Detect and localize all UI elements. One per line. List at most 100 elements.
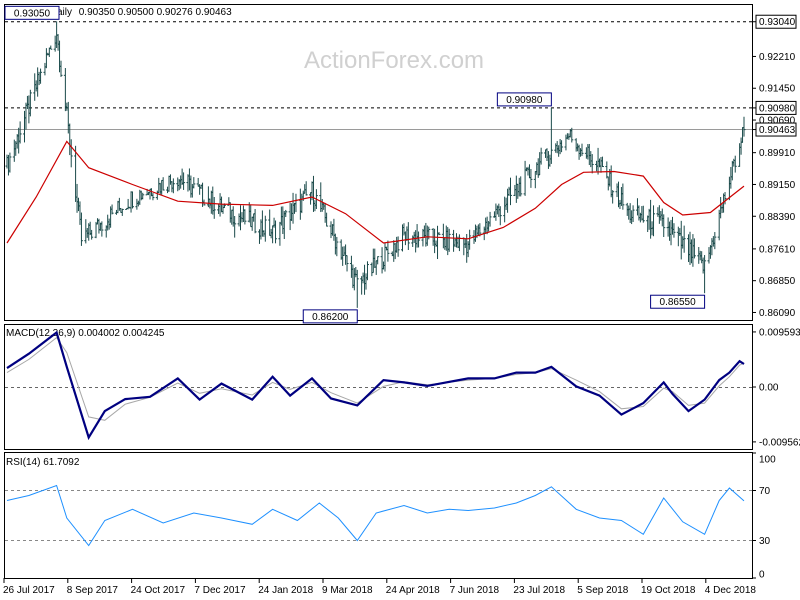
- price-bar: [120, 208, 124, 216]
- price-bar: [621, 183, 625, 210]
- price-bar: [243, 209, 247, 225]
- price-bar: [560, 140, 564, 153]
- macd-title: MACD(12,26,9) 0.004002 0.004245: [6, 328, 165, 339]
- moving-average-line: [6, 140, 745, 244]
- price-axis-label: 0.93040: [759, 17, 796, 28]
- price-bar: [488, 211, 492, 227]
- price-panel-frame: [4, 4, 753, 321]
- price-bar: [376, 256, 380, 265]
- price-axis-label: 0.89150: [759, 180, 796, 191]
- date-axis-label: 5 Sep 2018: [577, 585, 629, 596]
- price-bar: [110, 204, 114, 215]
- price-bar: [478, 223, 482, 237]
- price-axis-box: [755, 122, 797, 137]
- price-bar: [28, 89, 32, 117]
- price-axis-label: 0.90980: [759, 103, 796, 114]
- macd-line: [6, 330, 745, 441]
- level-label-box: [302, 309, 358, 324]
- price-bar: [539, 147, 543, 165]
- price-bar: [570, 127, 574, 143]
- level-label: 0.90980: [506, 95, 543, 106]
- price-bar: [151, 193, 155, 201]
- price-bar: [406, 222, 410, 251]
- price-axis-label: 0.86090: [759, 308, 796, 319]
- date-axis-label: 7 Dec 2017: [194, 585, 246, 596]
- date-axis-label: 24 Jan 2018: [258, 585, 313, 596]
- level-annotations: 0.93050 0.86200 0.90980 0.86550: [4, 5, 706, 324]
- price-bar: [672, 223, 676, 238]
- price-bar: [611, 190, 615, 204]
- price-axis-label: 0.89910: [759, 148, 796, 159]
- price-bar: [355, 269, 359, 308]
- price-bar: [79, 212, 83, 246]
- price-axis-label: 0.88390: [759, 212, 796, 223]
- price-bar: [386, 240, 390, 262]
- macd-axis-label: -0.009562: [759, 437, 800, 448]
- price-axis-box: [755, 14, 797, 29]
- price-bar: [742, 116, 746, 137]
- price-axis-label: 0.86850: [759, 276, 796, 287]
- price-bar: [631, 205, 635, 222]
- price-bar: [468, 229, 472, 250]
- price-bar: [8, 152, 12, 173]
- price-bar: [600, 156, 604, 168]
- date-axis-label: 24 Apr 2018: [386, 585, 440, 596]
- price-bar: [692, 238, 696, 259]
- level-label: 0.93050: [14, 8, 51, 19]
- date-axis-label: 23 Jul 2018: [513, 585, 565, 596]
- rsi-reference-lines: [5, 490, 752, 541]
- price-bar: [580, 143, 584, 156]
- price-bar: [263, 215, 267, 242]
- reference-lines: [5, 21, 752, 131]
- price-axis-box: [755, 100, 797, 115]
- price-bar: [508, 177, 512, 206]
- macd-axis-label: 0.009593: [759, 327, 800, 338]
- price-bar: [253, 209, 257, 234]
- rsi-axis-label: 30: [759, 536, 771, 547]
- price-bar: [39, 68, 43, 84]
- rsi-axis: 100 70 30 0: [759, 455, 776, 581]
- price-bar: [335, 236, 339, 257]
- price-bar: [682, 225, 686, 253]
- level-label: 0.86200: [312, 312, 349, 323]
- price-bar: [703, 255, 707, 294]
- price-bar: [447, 228, 451, 252]
- price-axis-label: 0.92210: [759, 52, 796, 63]
- date-axis-label: 19 Oct 2018: [641, 585, 696, 596]
- price-bar: [212, 196, 216, 219]
- axis-ticks: [752, 21, 756, 579]
- price-bar: [284, 209, 288, 218]
- price-bar: [345, 255, 349, 272]
- level-label: 0.86550: [660, 297, 697, 308]
- rsi-line: [6, 484, 745, 547]
- date-axis: 26 Jul 2017 8 Sep 2017 24 Oct 2017 7 Dec 20…: [3, 578, 756, 596]
- price-bar: [396, 236, 400, 257]
- price-axis-label: 0.91450: [759, 84, 796, 95]
- price-bar: [723, 192, 727, 205]
- price-bar: [49, 45, 53, 50]
- price-bar: [325, 212, 329, 227]
- date-axis-label: 26 Jul 2017: [3, 585, 55, 596]
- price-axis-label: 0.90690: [759, 116, 796, 127]
- price-axis-label: 0.90463: [759, 125, 796, 136]
- price-axis-label: 0.87610: [759, 244, 796, 255]
- level-label-box: [4, 5, 60, 20]
- price-bar: [192, 177, 196, 189]
- price-bar: [519, 176, 523, 197]
- price-bar: [90, 229, 94, 240]
- price-bar: [549, 107, 553, 164]
- level-label-box: [650, 294, 706, 309]
- rsi-axis-label: 0: [759, 570, 765, 581]
- price-bar: [182, 172, 186, 190]
- price-bar: [590, 154, 594, 174]
- date-axis-label: 24 Oct 2017: [131, 585, 186, 596]
- date-axis-label: 7 Jun 2018: [450, 585, 500, 596]
- price-bar: [304, 181, 308, 196]
- rsi-axis-label: 70: [759, 486, 771, 497]
- macd-axis: 0.009593 0.00 -0.009562: [759, 327, 800, 448]
- price-bar: [733, 155, 737, 173]
- price-bar: [59, 60, 63, 77]
- price-bar: [498, 206, 502, 226]
- ohlc-values: 0.90350 0.90500 0.90276 0.90463: [79, 7, 232, 18]
